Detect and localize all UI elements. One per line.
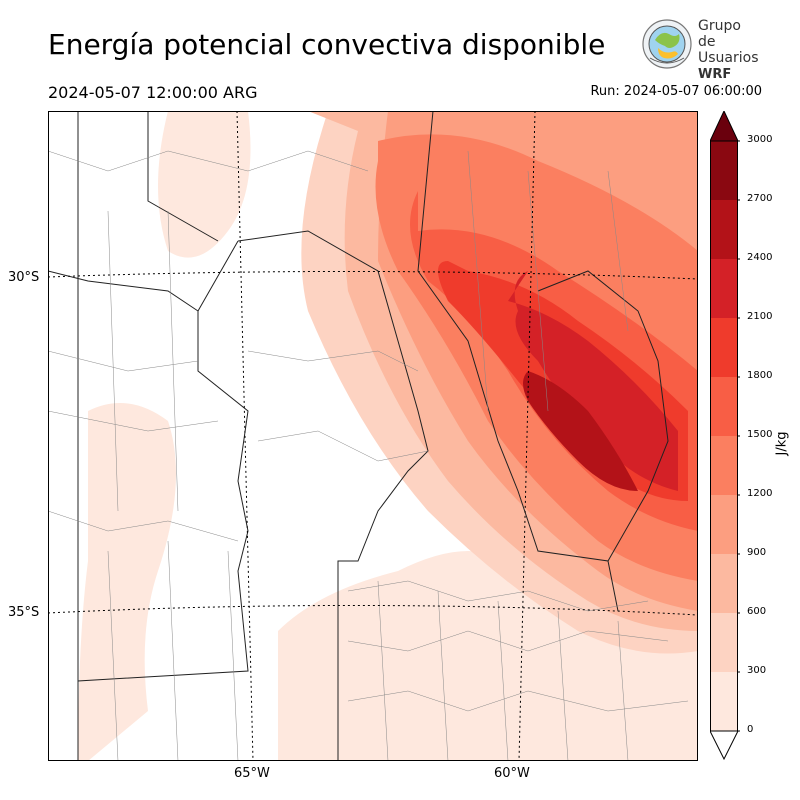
- cape-band-2100-2400: [508, 271, 678, 491]
- page-title: Energía potencial convectiva disponible: [48, 28, 606, 61]
- colorbar-frame: [710, 140, 738, 732]
- lat-label-35s: 35°S: [8, 605, 40, 620]
- run-time: Run: 2024-05-07 06:00:00: [590, 84, 762, 99]
- colorbar-tick-label: 3000: [747, 134, 773, 145]
- colorbar-bin: [710, 672, 738, 731]
- globe-icon: [642, 19, 692, 69]
- colorbar-tick-label: 2100: [747, 311, 773, 322]
- colorbar-tick-label: 1800: [747, 370, 773, 381]
- colorbar-max-extension: [710, 111, 739, 142]
- lat-label-30s: 30°S: [8, 270, 40, 285]
- colorbar-bin: [710, 554, 738, 613]
- colorbar-min-extension: [710, 730, 739, 761]
- lon-label-65w: 65°W: [234, 766, 270, 781]
- logo-line1: Grupo de: [698, 18, 741, 50]
- colorbar: [710, 111, 740, 761]
- lon-label-60w: 60°W: [494, 766, 530, 781]
- colorbar-tick-label: 300: [747, 665, 767, 676]
- colorbar-bin: [710, 141, 738, 200]
- logo-line2: Usuarios: [698, 50, 759, 66]
- cape-band-0-300-west: [78, 403, 176, 761]
- colorbar-bin: [710, 318, 738, 377]
- cape-map: [48, 111, 698, 761]
- colorbar-bin: [710, 613, 738, 672]
- colorbar-bin: [710, 377, 738, 436]
- cape-band-2400-2700: [523, 371, 638, 491]
- colorbar-bin: [710, 495, 738, 554]
- colorbar-bin: [710, 436, 738, 495]
- colorbar-tick-label: 900: [747, 547, 767, 558]
- wrf-logo: Grupo de Usuarios WRF: [640, 18, 760, 82]
- colorbar-tick-label: 0: [747, 724, 754, 735]
- colorbar-tick-label: 2700: [747, 193, 773, 204]
- colorbar-bin: [710, 259, 738, 318]
- cape-band-0-300-north: [158, 111, 251, 258]
- colorbar-tick-label: 2400: [747, 252, 773, 263]
- colorbar-bin: [710, 200, 738, 259]
- valid-time: 2024-05-07 12:00:00 ARG: [48, 83, 258, 102]
- colorbar-tick-label: 600: [747, 606, 767, 617]
- colorbar-unit-label: J/kg: [774, 431, 790, 456]
- logo-line3: WRF: [698, 67, 732, 82]
- colorbar-tick-label: 1200: [747, 488, 773, 499]
- colorbar-tick-label: 1500: [747, 429, 773, 440]
